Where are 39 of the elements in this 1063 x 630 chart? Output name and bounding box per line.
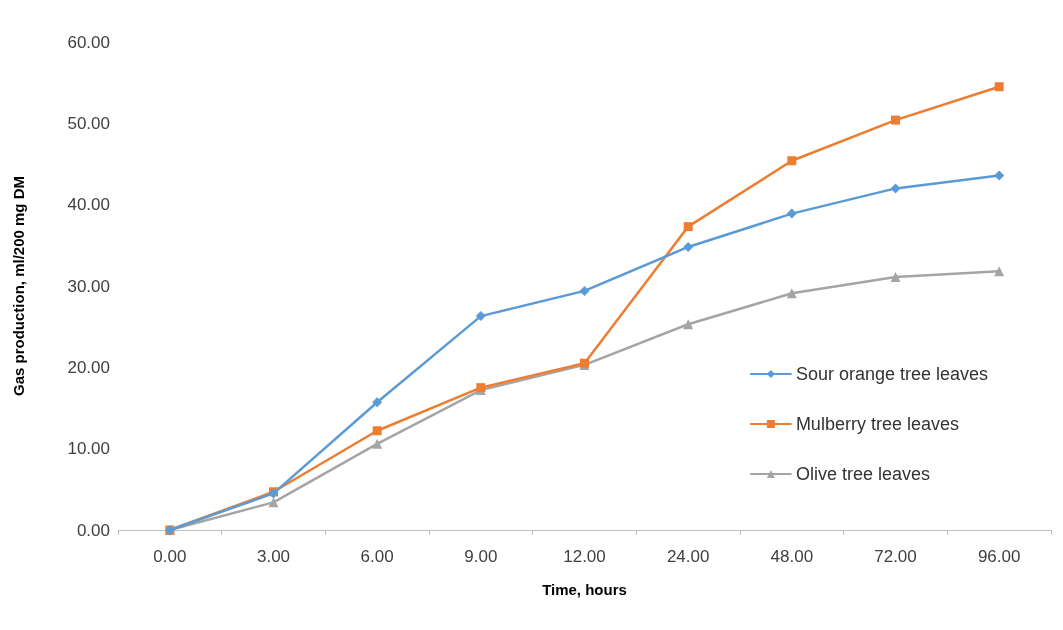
point bbox=[890, 272, 901, 283]
x-tick-label: 24.00 bbox=[666, 547, 710, 566]
x-tick-label: 48.00 bbox=[770, 547, 814, 566]
point bbox=[994, 82, 1004, 92]
y-tick-label: 20.00 bbox=[67, 357, 110, 377]
point bbox=[890, 183, 901, 194]
x-tick-label: 6.00 bbox=[360, 547, 394, 566]
y-tick-label: 50.00 bbox=[67, 113, 110, 133]
point bbox=[994, 170, 1005, 181]
point bbox=[579, 285, 590, 296]
y-tick-label: 40.00 bbox=[67, 195, 110, 215]
x-tick-label: 96.00 bbox=[977, 547, 1021, 566]
point bbox=[372, 397, 383, 408]
x-tick-label: 72.00 bbox=[874, 547, 917, 566]
y-tick-label: 30.00 bbox=[67, 276, 110, 296]
legend-label: Mulberry tree leaves bbox=[795, 414, 959, 434]
y-tick-label: 60.00 bbox=[67, 32, 110, 52]
point bbox=[683, 241, 694, 252]
x-axis-title: Time, hours bbox=[542, 581, 627, 598]
x-tick-label: 0.00 bbox=[153, 547, 187, 566]
y-axis-title: Gas production, ml/200 mg DM bbox=[10, 175, 27, 397]
legend-label: Olive tree leaves bbox=[795, 464, 930, 484]
point bbox=[372, 438, 383, 449]
legend-label: Sour orange tree leaves bbox=[795, 364, 988, 384]
point bbox=[891, 115, 900, 125]
point bbox=[372, 426, 382, 436]
y-tick-label: 10.00 bbox=[67, 439, 110, 459]
point bbox=[786, 288, 797, 299]
x-tick-label: 3.00 bbox=[256, 547, 291, 566]
point bbox=[683, 222, 693, 232]
x-tick-label: 12.00 bbox=[563, 547, 606, 566]
point bbox=[787, 156, 797, 166]
point bbox=[994, 266, 1005, 277]
point bbox=[268, 497, 279, 508]
point bbox=[475, 311, 486, 322]
point bbox=[786, 208, 797, 219]
x-tick-label: 9.00 bbox=[464, 547, 498, 566]
y-tick-label: 0.00 bbox=[76, 520, 110, 540]
point bbox=[683, 319, 694, 330]
